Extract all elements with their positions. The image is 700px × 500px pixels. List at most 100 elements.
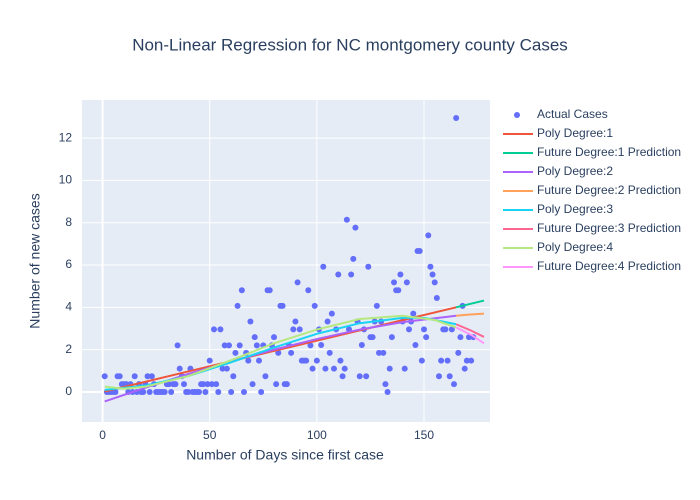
data-point xyxy=(174,342,181,349)
data-point xyxy=(213,381,220,388)
data-point xyxy=(328,310,335,317)
data-point xyxy=(384,388,391,395)
series-line xyxy=(104,306,457,393)
data-point xyxy=(262,373,269,380)
data-point xyxy=(232,349,239,356)
data-point xyxy=(283,381,290,388)
data-point xyxy=(313,357,320,364)
data-point xyxy=(352,224,359,231)
data-point xyxy=(168,388,175,395)
legend-label[interactable]: Poly Degree:2 xyxy=(537,164,613,178)
data-point xyxy=(294,279,301,286)
data-point xyxy=(326,349,333,356)
data-point xyxy=(200,381,207,388)
data-point xyxy=(251,334,258,341)
data-point xyxy=(455,349,462,356)
data-point xyxy=(256,357,262,364)
data-point xyxy=(271,334,277,341)
data-point xyxy=(303,357,310,364)
data-point xyxy=(238,287,245,294)
data-point xyxy=(339,373,346,380)
data-point xyxy=(391,279,397,286)
data-point xyxy=(217,326,224,333)
y-axis-title: Number of new cases xyxy=(27,193,43,328)
series-line xyxy=(456,312,485,317)
data-point xyxy=(416,248,423,255)
data-point xyxy=(365,263,372,270)
x-tick-label: 0 xyxy=(99,428,106,442)
data-point xyxy=(112,388,119,395)
legend-label[interactable]: Poly Degree:4 xyxy=(537,240,613,254)
data-point xyxy=(406,326,412,333)
data-point xyxy=(176,365,183,372)
data-point xyxy=(253,342,260,349)
data-point xyxy=(457,334,464,341)
data-point xyxy=(215,388,222,395)
data-point xyxy=(442,326,449,333)
data-point xyxy=(444,357,451,364)
data-point xyxy=(395,287,402,294)
data-point xyxy=(211,326,217,333)
data-point xyxy=(425,232,432,239)
data-point xyxy=(146,388,153,395)
data-point xyxy=(258,388,265,395)
data-point xyxy=(451,381,457,388)
legend-label[interactable]: Poly Degree:3 xyxy=(537,202,613,216)
series-line xyxy=(455,299,485,309)
data-point xyxy=(234,302,241,309)
data-point xyxy=(468,357,475,364)
data-point xyxy=(309,365,316,372)
data-point xyxy=(228,388,235,395)
data-point xyxy=(245,357,252,364)
data-point xyxy=(223,365,230,372)
data-point xyxy=(266,287,273,294)
data-point xyxy=(431,279,438,286)
legend-label[interactable]: Future Degree:3 Prediction xyxy=(537,221,681,235)
series-line xyxy=(104,314,457,390)
data-point xyxy=(410,310,417,317)
data-point xyxy=(202,388,209,395)
data-point xyxy=(436,373,442,380)
legend-label[interactable]: Actual Cases xyxy=(537,107,608,121)
data-point xyxy=(226,342,232,349)
data-point xyxy=(373,302,380,309)
data-point xyxy=(273,381,280,388)
data-point xyxy=(204,381,211,388)
legend-symbol[interactable] xyxy=(514,112,520,118)
data-point xyxy=(350,255,357,262)
legend-label[interactable]: Future Degree:4 Prediction xyxy=(537,259,681,273)
data-point xyxy=(369,334,376,341)
data-point xyxy=(448,326,455,333)
data-point xyxy=(343,216,350,223)
data-point xyxy=(101,373,108,380)
data-point xyxy=(331,365,337,372)
data-point xyxy=(196,388,202,395)
data-point xyxy=(463,357,470,364)
data-point xyxy=(172,381,179,388)
x-axis-title: Number of Days since first case xyxy=(186,447,384,463)
data-point xyxy=(348,271,355,278)
data-point xyxy=(221,342,228,349)
data-point xyxy=(341,365,348,372)
data-point xyxy=(382,381,389,388)
data-point xyxy=(438,357,445,364)
data-point xyxy=(275,349,282,356)
data-point xyxy=(181,381,187,388)
data-point xyxy=(296,326,303,333)
data-point xyxy=(429,271,436,278)
data-point xyxy=(461,365,468,372)
data-point xyxy=(388,334,395,341)
x-tick-label: 150 xyxy=(414,428,434,442)
data-point xyxy=(423,334,430,341)
data-point xyxy=(335,271,342,278)
data-point xyxy=(230,373,237,380)
legend-label[interactable]: Future Degree:1 Prediction xyxy=(537,145,681,159)
legend-label[interactable]: Poly Degree:1 xyxy=(537,126,613,140)
data-point xyxy=(166,381,172,388)
data-point xyxy=(376,349,382,356)
data-point xyxy=(219,365,226,372)
legend-label[interactable]: Future Degree:2 Prediction xyxy=(537,183,681,197)
data-point xyxy=(305,287,312,294)
data-point xyxy=(292,318,299,325)
